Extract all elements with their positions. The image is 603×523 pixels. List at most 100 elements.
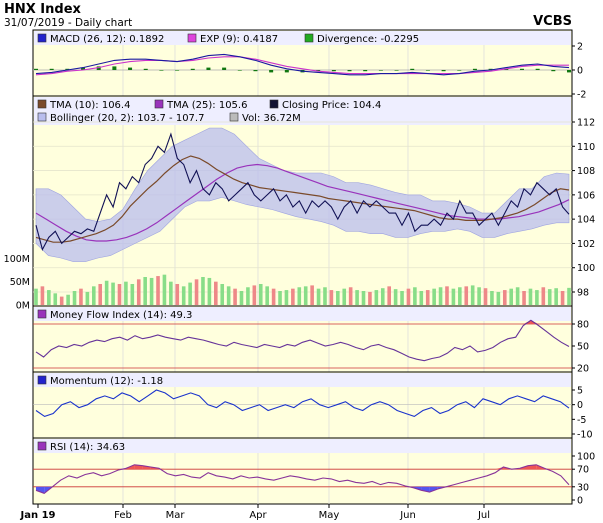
volume-bar <box>458 287 462 305</box>
volume-bar <box>522 291 526 305</box>
divergence-bar <box>394 70 399 71</box>
volume-bar <box>310 285 314 305</box>
price-panel-legend-bar <box>34 97 571 125</box>
volume-bar <box>117 284 122 305</box>
volume-bar <box>303 286 308 305</box>
volume-bar <box>162 274 167 305</box>
y-tick-label: 104 <box>577 215 595 226</box>
tma10-legend: TMA (10): 106.4 <box>49 100 130 111</box>
y-tick-label: 50 <box>577 342 589 353</box>
volume-bar <box>342 288 347 305</box>
x-tick-label: Jun <box>399 510 416 521</box>
divergence-bar <box>143 68 148 70</box>
divergence-bar <box>65 68 70 70</box>
volume-bar <box>181 286 186 305</box>
volume-bar <box>323 287 327 305</box>
volume-bar <box>79 288 83 305</box>
volume-bar <box>143 277 147 305</box>
x-tick-label: Jul <box>477 510 490 521</box>
divergence-bar <box>175 70 180 71</box>
y-tick-label: -2 <box>577 90 586 101</box>
volume-bar <box>509 288 514 305</box>
divergence-bar <box>96 66 101 70</box>
y-tick-label: 70 <box>577 465 589 476</box>
volume-tick-label: 0M <box>16 301 30 312</box>
volume-bar <box>207 277 212 305</box>
volume-bar <box>438 287 443 305</box>
y-tick-label: 98 <box>577 288 589 299</box>
volume-bar <box>149 277 154 305</box>
y-tick-label: 100 <box>577 452 595 463</box>
y-tick-label: 30 <box>577 482 589 493</box>
x-tick-label: Apr <box>249 510 267 521</box>
y-tick-label: 80 <box>577 320 589 331</box>
y-tick-label: -10 <box>577 430 593 441</box>
volume-bar <box>432 288 436 305</box>
volume-bar <box>72 291 77 305</box>
volume-bar <box>104 280 109 305</box>
bollinger-band <box>35 127 570 262</box>
volume-bar <box>445 286 449 305</box>
volume-bar <box>387 286 391 305</box>
divergence-legend: Divergence: -0.2295 <box>317 34 419 45</box>
volume-bar <box>368 291 372 305</box>
money-flow-index-line <box>35 319 570 362</box>
y-tick-label: 0 <box>577 496 583 507</box>
volume-bar <box>547 289 552 305</box>
divergence-bar <box>488 68 493 70</box>
volume-bar <box>336 291 340 305</box>
exp-signal-line <box>35 56 569 76</box>
divergence-bar <box>190 68 195 70</box>
y-tick-label: 100 <box>577 263 595 274</box>
volume-bar <box>265 286 269 305</box>
volume-bar <box>477 287 481 305</box>
volume-bar <box>451 288 456 305</box>
volume-bar <box>124 281 128 305</box>
exp-legend: EXP (9): 0.4187 <box>200 34 278 45</box>
volume-bar <box>374 290 379 305</box>
x-axis: Jan 19 Feb Mar Apr May Jun Jul <box>20 504 490 521</box>
volume-bar <box>66 294 70 305</box>
mfi-panel: Money Flow Index (14): 49.3 80 50 20 <box>32 305 589 375</box>
momentum-legend-bar <box>34 373 571 387</box>
rsi-legend-bar <box>34 439 571 453</box>
y-tick-label: 0 <box>577 66 583 77</box>
rsi-legend: RSI (14): 34.63 <box>50 442 125 453</box>
volume-bar <box>425 290 430 305</box>
x-tick-label: Mar <box>166 510 186 521</box>
divergence-bar <box>535 68 540 70</box>
divergence-bar <box>410 68 415 70</box>
divergence-bar <box>378 70 383 71</box>
divergence-bar <box>504 68 509 70</box>
volume-bar <box>380 288 385 305</box>
macd-panel-legend-bar <box>34 31 571 45</box>
divergence-bar <box>316 70 321 72</box>
volume-bar <box>271 288 276 305</box>
money-flow-index-legend: Money Flow Index (14): 49.3 <box>50 310 192 321</box>
macd-legend: MACD (26, 12): 0.1892 <box>50 34 164 45</box>
volume-bar <box>284 290 289 305</box>
volume-bar <box>535 290 539 305</box>
divergence-bar <box>159 70 164 71</box>
y-tick-label: 112 <box>577 118 595 129</box>
divergence-bar <box>551 70 556 72</box>
overbought-area <box>523 320 531 324</box>
divergence-bar <box>331 70 336 72</box>
divergence-bar <box>441 70 446 72</box>
volume-bar <box>567 287 571 305</box>
divergence-legend-swatch <box>304 33 314 43</box>
divergence-bar <box>81 67 86 70</box>
chart-title: HNX Index <box>4 2 82 17</box>
tma25-legend: TMA (25): 105.6 <box>166 100 247 111</box>
macd-legend-swatch <box>37 33 47 43</box>
volume-bar <box>175 284 180 305</box>
exp-legend-swatch <box>187 33 197 43</box>
volume-tick-label: 100M <box>4 254 30 265</box>
volume-bar <box>560 291 565 305</box>
tma10-legend-swatch <box>37 99 47 109</box>
tma10-line <box>35 155 570 243</box>
volume-bar <box>40 286 45 305</box>
volume-bar <box>156 276 160 305</box>
y-tick-label: 102 <box>577 239 595 250</box>
volume-bar <box>400 291 404 305</box>
